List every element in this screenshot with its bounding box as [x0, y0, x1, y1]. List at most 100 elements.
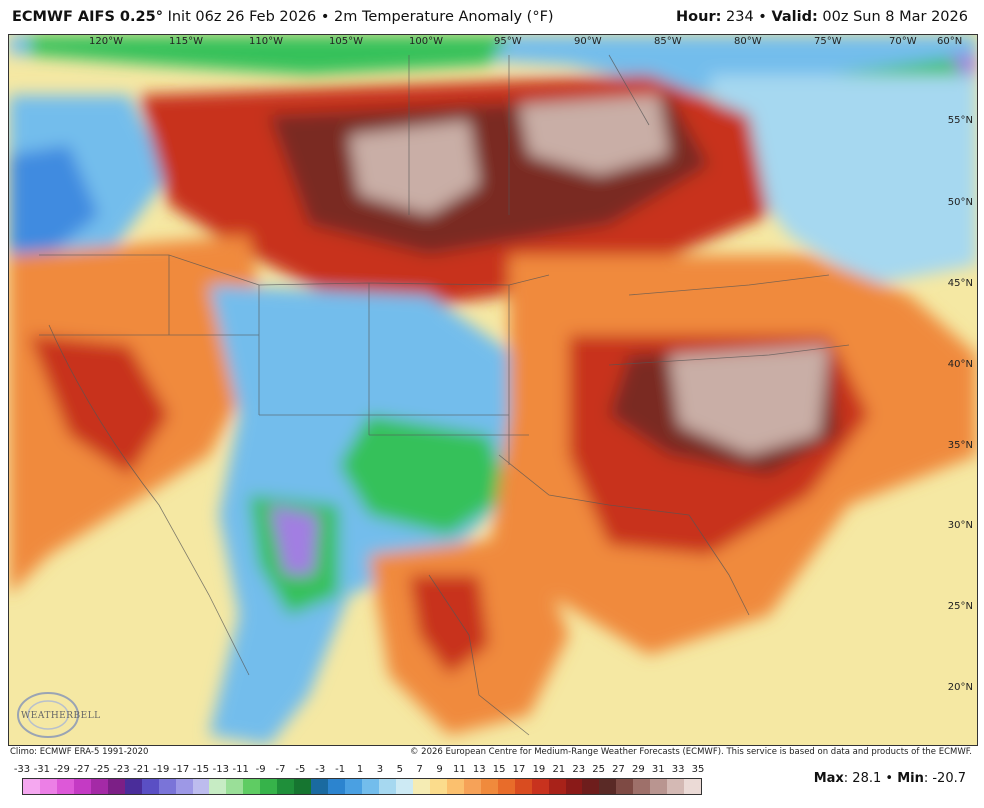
lon-label: 85°W — [654, 36, 682, 47]
colorbar-tick-label: -33 — [13, 764, 31, 775]
init-and-field: Init 06z 26 Feb 2026 • 2m Temperature An… — [162, 9, 533, 25]
colorbar-tick-label: 5 — [396, 764, 403, 775]
colorbar-tick-label: -13 — [212, 764, 229, 775]
colorbar-tick-label: -17 — [172, 764, 190, 775]
colorbar-swatch — [158, 779, 176, 794]
colorbar-swatch — [175, 779, 193, 794]
colorbar-swatch — [328, 779, 346, 794]
colorbar-swatch — [107, 779, 125, 794]
colorbar-swatch — [463, 779, 481, 794]
colorbar-swatch — [124, 779, 142, 794]
valid-time: Hour: 234 • Valid: 00z Sun 8 Mar 2026 — [676, 9, 968, 25]
weatherbell-logo — [17, 692, 79, 738]
lon-label: 80°W — [734, 36, 762, 47]
colorbar-swatch — [497, 779, 515, 794]
colorbar-swatch — [141, 779, 159, 794]
colorbar-tick-label: 13 — [472, 764, 486, 775]
lon-label: 90°W — [574, 36, 602, 47]
colorbar-tick-label: -23 — [113, 764, 130, 775]
colorbar-swatch — [90, 779, 108, 794]
colorbar-swatch — [446, 779, 464, 794]
colorbar-swatch — [565, 779, 583, 794]
colorbar-swatch — [412, 779, 430, 794]
colorbar-tick-label: 17 — [512, 764, 526, 775]
colorbar-tick-label: -11 — [232, 764, 249, 775]
colorbar-tick-label: 27 — [612, 764, 625, 775]
colorbar-tick-label: 9 — [436, 764, 443, 775]
copyright-note: © 2026 European Centre for Medium-Range … — [409, 747, 972, 757]
colorbar-swatch — [311, 779, 329, 794]
colorbar-tick-label: -9 — [255, 764, 266, 775]
colorbar-labels: -33 -31 -29 -27 -25 -23 -21 -19 -17 -15 -13 -11 -9 -7… — [13, 764, 705, 778]
lon-label: 95°W — [494, 36, 522, 47]
lat-label: 50°N — [947, 197, 973, 208]
colorbar — [22, 778, 702, 795]
colorbar-swatch — [379, 779, 396, 794]
max-min-readout: Max: 28.1 • Min: -20.7 — [813, 771, 966, 786]
colorbar-tick-label: 31 — [651, 764, 665, 775]
colorbar-swatch — [39, 779, 57, 794]
colorbar-swatch — [480, 779, 498, 794]
colorbar-tick-label: -27 — [73, 764, 90, 775]
anomaly-field — [9, 35, 977, 745]
colorbar-swatch — [667, 779, 685, 794]
colorbar-tick-label: 35 — [691, 764, 705, 775]
colorbar-tick-label: 7 — [416, 764, 423, 775]
max-value: : 28.1 • — [843, 771, 898, 786]
lon-label: 110°W — [249, 36, 283, 47]
colorbar-tick-label: -5 — [295, 764, 306, 775]
colorbar-swatch — [395, 779, 413, 794]
colorbar-swatch — [548, 779, 566, 794]
colorbar-swatch — [531, 779, 549, 794]
colorbar-tick-label: 15 — [492, 764, 506, 775]
colorbar-tick-label: 25 — [592, 764, 605, 775]
colorbar-tick-label: 19 — [532, 764, 546, 775]
colorbar-swatch — [192, 779, 210, 794]
colorbar-tick-label: -19 — [153, 764, 170, 775]
colorbar-swatch — [616, 779, 634, 794]
colorbar-tick-label: 11 — [453, 764, 466, 775]
colorbar-swatch — [277, 779, 295, 794]
colorbar-swatch — [429, 779, 447, 794]
colorbar-tick-label: 1 — [356, 764, 364, 775]
colorbar-tick-label: -21 — [133, 764, 150, 775]
colorbar-tick-label: -29 — [53, 764, 70, 775]
header: ECMWF AIFS 0.25° Init 06z 26 Feb 2026 • … — [0, 0, 984, 34]
map-title: ECMWF AIFS 0.25° Init 06z 26 Feb 2026 • … — [12, 9, 554, 25]
colorbar-swatch — [633, 779, 651, 794]
colorbar-tick-label: 29 — [631, 764, 645, 775]
lon-label: 115°W — [169, 36, 203, 47]
lon-label: 75°W — [814, 36, 842, 47]
lon-label: 120°W — [89, 36, 123, 47]
colorbar-swatch — [209, 779, 227, 794]
lat-label: 45°N — [947, 278, 973, 289]
colorbar-swatch — [684, 779, 702, 794]
logo-text: WEATHERBELL — [21, 711, 101, 721]
lat-label: 20°N — [947, 682, 973, 693]
colorbar-tick-label: -3 — [315, 764, 326, 775]
lat-label: 60°N — [937, 36, 963, 47]
climo-note: Climo: ECMWF ERA-5 1991-2020 — [10, 747, 149, 757]
colorbar-swatch — [599, 779, 617, 794]
colorbar-swatch — [23, 779, 40, 794]
colorbar-swatch — [294, 779, 312, 794]
lat-label: 25°N — [947, 601, 973, 612]
colorbar-swatch — [56, 779, 74, 794]
lat-label: 40°N — [947, 359, 973, 370]
colorbar-tick-label: -15 — [192, 764, 210, 775]
lon-label: 70°W — [889, 36, 917, 47]
colorbar-tick-label: 3 — [376, 764, 384, 775]
lon-label: 105°W — [329, 36, 363, 47]
valid-date: 00z Sun 8 Mar 2026 — [817, 9, 968, 25]
colorbar-swatch — [362, 779, 380, 794]
model-name: ECMWF AIFS 0.25 — [12, 9, 156, 25]
colorbar-swatch — [650, 779, 668, 794]
colorbar-tick-label: -1 — [335, 764, 346, 775]
colorbar-swatch — [243, 779, 261, 794]
colorbar-tick-label: -31 — [33, 764, 51, 775]
min-value: : -20.7 — [923, 771, 966, 786]
lat-label: 30°N — [947, 520, 973, 531]
colorbar-swatch — [73, 779, 91, 794]
colorbar-swatch — [582, 779, 600, 794]
colorbar-tick-label: -7 — [275, 764, 286, 775]
